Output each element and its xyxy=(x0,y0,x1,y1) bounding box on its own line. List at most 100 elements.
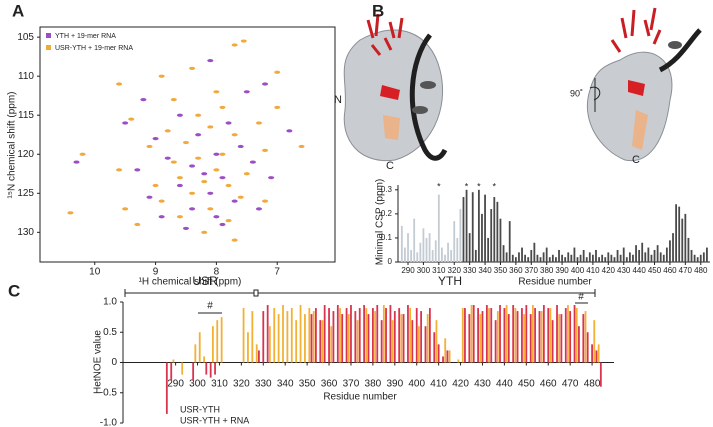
bar xyxy=(529,314,532,363)
bar xyxy=(494,320,497,363)
x-tick-label: 8 xyxy=(214,267,220,278)
bar xyxy=(448,350,451,363)
bar xyxy=(564,257,567,262)
peak xyxy=(213,215,220,219)
peak xyxy=(134,168,141,172)
bar xyxy=(216,320,219,363)
peak xyxy=(152,137,159,141)
peak xyxy=(207,125,214,129)
bar xyxy=(312,311,315,363)
bar xyxy=(479,314,482,363)
bar xyxy=(416,252,419,262)
structure-label: C xyxy=(632,154,640,166)
legend-swatch xyxy=(46,33,51,38)
bar xyxy=(205,362,208,375)
bar xyxy=(484,194,486,262)
bar xyxy=(549,308,552,363)
bar xyxy=(644,252,647,262)
peak xyxy=(274,105,281,110)
x-tick-label: 290 xyxy=(167,379,184,390)
bar xyxy=(578,326,580,363)
peak xyxy=(231,133,238,137)
bar xyxy=(407,233,409,262)
bar xyxy=(434,240,437,262)
peak xyxy=(213,152,220,156)
y-tick-label: 1.0 xyxy=(103,297,117,308)
peak xyxy=(182,140,189,145)
bar xyxy=(514,257,517,262)
bar xyxy=(203,356,206,363)
x-tick-label: 470 xyxy=(679,266,693,275)
bar xyxy=(547,308,550,363)
peak xyxy=(213,168,220,172)
x-tick-label: 320 xyxy=(448,266,462,275)
bar xyxy=(551,320,554,363)
bar xyxy=(499,305,501,363)
x-tick-label: 480 xyxy=(584,379,601,390)
bar xyxy=(444,338,447,363)
x-tick-label: 360 xyxy=(321,379,338,390)
bar xyxy=(607,252,610,262)
bar xyxy=(471,192,474,262)
bar xyxy=(556,305,558,363)
peak xyxy=(262,82,269,86)
bar xyxy=(380,320,383,363)
peak xyxy=(201,172,208,176)
bar xyxy=(433,332,436,363)
y-tick-label: 110 xyxy=(18,71,34,82)
bar xyxy=(496,201,499,262)
bar xyxy=(453,221,456,262)
peak xyxy=(116,168,123,172)
bar xyxy=(508,221,511,262)
legend-label: USR-YTH + 19-mer RNA xyxy=(55,45,133,52)
peak xyxy=(170,98,177,102)
bar xyxy=(214,362,216,375)
y-tick-label: -1.0 xyxy=(100,418,118,427)
peak xyxy=(207,207,214,211)
bar xyxy=(481,213,483,262)
peak xyxy=(195,133,202,137)
bar xyxy=(181,362,184,375)
legend-label: YTH + 19-mer RNA xyxy=(55,33,116,40)
peak xyxy=(170,160,177,164)
bar xyxy=(538,311,541,363)
bar xyxy=(593,320,596,363)
bar xyxy=(345,308,348,363)
peak xyxy=(262,199,269,203)
bar xyxy=(347,314,350,363)
peak xyxy=(243,90,250,94)
bar xyxy=(389,305,392,363)
bar xyxy=(413,218,416,262)
bar xyxy=(485,305,488,363)
bar xyxy=(447,242,449,262)
peak xyxy=(262,148,269,152)
bar xyxy=(459,209,462,262)
bar xyxy=(525,305,528,363)
x-tick-label: 310 xyxy=(211,379,228,390)
y-axis-label: Minimal CSP (ppm) xyxy=(375,179,386,266)
bar xyxy=(536,254,539,262)
x-tick-label: 450 xyxy=(648,266,662,275)
panel-label: B xyxy=(372,1,384,20)
peak xyxy=(122,121,129,125)
y-tick-label: 115 xyxy=(18,110,34,121)
bar xyxy=(282,305,284,363)
structure-left xyxy=(343,13,448,162)
bar xyxy=(477,189,480,262)
bar xyxy=(165,362,168,414)
bar xyxy=(299,305,302,363)
x-tick-label: 430 xyxy=(474,379,491,390)
bar xyxy=(290,308,293,363)
x-tick-label: 410 xyxy=(430,379,447,390)
bar xyxy=(295,320,298,363)
y-tick-label: 0 xyxy=(388,257,393,266)
annotation: * xyxy=(493,181,497,191)
bar xyxy=(505,305,508,363)
bar xyxy=(374,311,376,363)
bar xyxy=(496,311,499,363)
peak xyxy=(116,82,123,86)
bar xyxy=(521,308,523,363)
x-tick-label: 380 xyxy=(365,379,382,390)
bar xyxy=(457,359,460,363)
bar xyxy=(523,314,526,363)
